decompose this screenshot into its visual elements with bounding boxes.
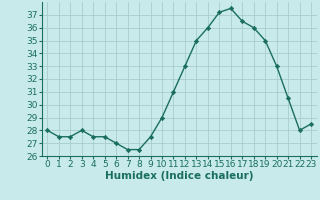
X-axis label: Humidex (Indice chaleur): Humidex (Indice chaleur) [105, 171, 253, 181]
